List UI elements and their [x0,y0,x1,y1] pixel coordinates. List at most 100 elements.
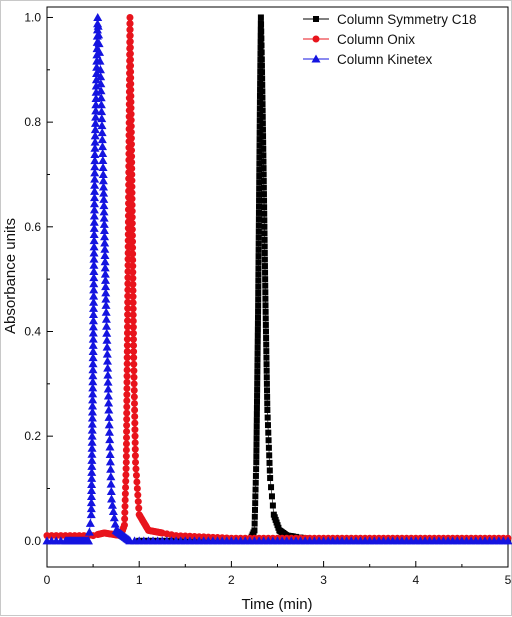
data-point [263,328,269,334]
data-point [127,56,134,63]
data-point [104,378,113,386]
data-point [122,490,129,497]
data-point [263,315,269,321]
data-point [256,247,262,253]
data-point [131,387,138,394]
data-point [128,147,135,154]
data-point [128,141,135,148]
data-point [104,399,113,407]
data-point [261,171,267,177]
data-point [255,314,261,320]
data-point [132,433,139,440]
data-point [262,296,268,302]
data-point [131,374,138,381]
legend-item-symmetry-c18: Column Symmetry C18 [303,12,477,27]
data-point [264,374,270,380]
data-point [253,447,259,453]
data-point [128,165,135,172]
data-point [123,410,130,417]
data-point [123,434,130,441]
data-point [259,63,265,69]
data-point [102,329,111,337]
data-point [98,142,107,150]
data-point [123,465,130,472]
data-point [254,399,260,405]
legend: Column Symmetry C18 Column Onix Column Kin… [303,12,477,67]
data-point [127,38,134,45]
data-point [267,460,273,466]
data-point [123,397,130,404]
data-point [254,435,260,441]
data-point [105,420,114,428]
y-tick-label: 1.0 [24,10,41,24]
x-axis-label: Time (min) [241,596,312,613]
data-point [254,375,260,381]
series-line [47,17,508,538]
data-point [129,214,136,221]
data-point [123,453,130,460]
data-point [103,371,112,379]
data-point [259,42,265,48]
data-point [123,403,130,410]
data-point [132,452,139,459]
data-point [254,429,260,435]
data-point [263,335,269,341]
data-point [128,177,135,184]
data-point [134,492,141,499]
data-point [128,153,135,160]
data-point [266,437,272,443]
data-point [260,108,266,114]
data-point [264,368,270,374]
data-point [127,74,134,81]
data-point [256,259,262,265]
data-point [254,381,260,387]
data-point [254,411,260,417]
legend-label: Column Kinetex [337,52,433,67]
data-point [261,178,267,184]
data-point [123,391,130,398]
data-point [261,198,267,204]
data-point [254,387,260,393]
data-point [128,111,135,118]
data-point [127,26,134,33]
legend-item-onix: Column Onix [303,32,415,47]
data-point [130,348,137,355]
y-tick-label: 0.2 [24,429,41,443]
data-point [262,283,268,289]
data-point [129,220,136,227]
plot-area-border [47,7,508,567]
data-point [129,269,136,276]
data-point [127,62,134,69]
data-point [132,465,139,472]
legend-label: Column Onix [337,32,415,47]
data-point [262,243,268,249]
data-point [259,82,265,88]
data-point [264,394,270,400]
data-point [129,208,136,215]
data-point [124,366,131,373]
data-point [265,422,271,428]
data-point [133,472,140,479]
data-point [252,521,258,527]
data-point [253,453,259,459]
data-point [86,519,95,527]
data-point [261,185,267,191]
data-point [131,406,138,413]
data-point [131,426,138,433]
data-point [129,189,136,196]
data-point [262,257,268,263]
data-point [132,446,139,453]
data-point [127,80,134,87]
data-point [253,487,259,493]
data-point [259,49,265,55]
data-point [99,163,108,171]
data-point [260,159,266,165]
data-point [256,216,262,222]
data-point [261,224,267,230]
data-point [253,473,259,479]
data-point [260,146,266,152]
data-point [252,500,258,506]
data-point [102,336,111,344]
data-point [262,263,268,269]
